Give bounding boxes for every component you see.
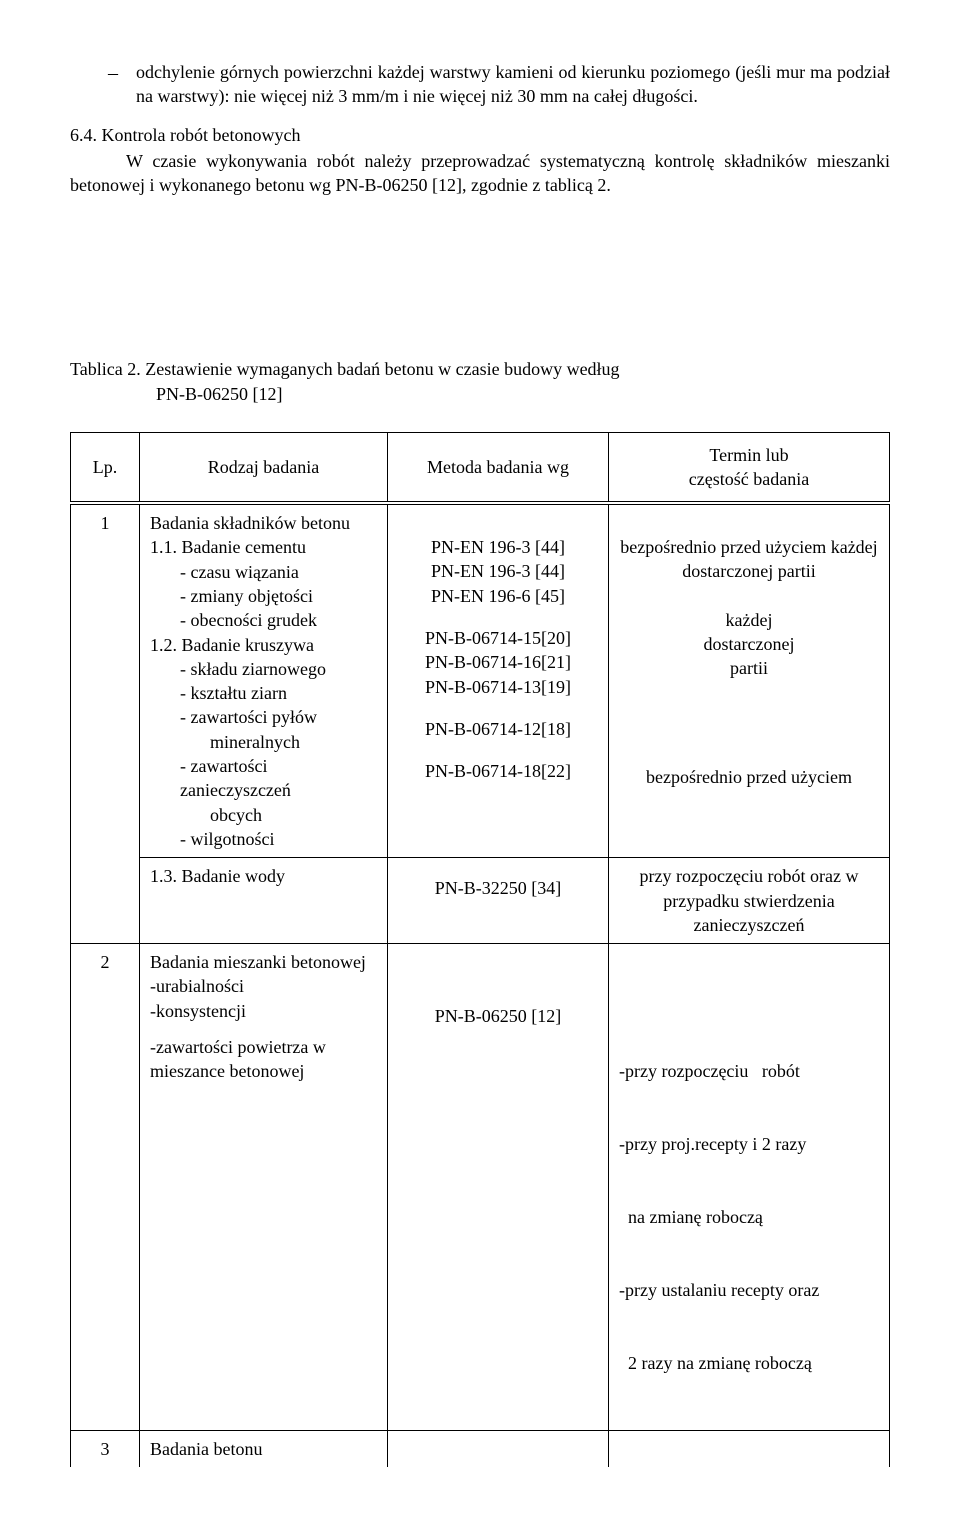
txt: PN-B-06714-18[22] [398,759,598,783]
txt: - zawartości zanieczyszczeń [150,754,377,803]
cell-method-1: PN-EN 196-3 [44] PN-EN 196-3 [44] PN-EN … [388,503,609,858]
table-row: 2 Badania mieszanki betonowej -urabialno… [71,944,890,1431]
section-6-4-heading: 6.4. Kontrola robót betonowych [70,123,890,147]
txt: PN-B-06714-16[21] [398,650,598,674]
txt: - zmiany objętości [150,584,377,608]
txt: -przy proj.recepty i 2 razy [619,1132,879,1156]
txt: -przy rozpoczęciu robót [619,1059,879,1083]
txt: bezpośrednio przed użyciem każdej dostar… [619,535,879,584]
txt: obcych [150,803,377,827]
cell-rodzaj-2: Badania mieszanki betonowej -urabialnośc… [140,944,388,1431]
txt: -zawartości powietrza w [150,1035,377,1059]
txt: - czasu wiązania [150,560,377,584]
txt: PN-B-06250 [12] [435,1006,562,1026]
header-lp: Lp. [71,433,140,504]
cell-lp-2: 2 [71,944,140,1431]
txt: dostarczonej [619,632,879,656]
table-row: 1.3. Badanie wody PN-B-32250 [34] przy r… [71,858,890,944]
cell-lp-3: 3 [71,1430,140,1467]
txt: mineralnych [150,730,377,754]
txt: bezpośrednio przed użyciem [619,765,879,789]
txt: - składu ziarnowego [150,657,377,681]
cell-method-3 [388,1430,609,1467]
cell-rodzaj-1: Badania składników betonu 1.1. Badanie c… [140,503,388,858]
txt: - obecności grudek [150,608,377,632]
cell-term-1b: przy rozpoczęciu robót oraz w przypadku … [609,858,890,944]
section-6-4-body: W czasie wykonywania robót należy przepr… [70,149,890,198]
table-header-row: Lp. Rodzaj badania Metoda badania wg Ter… [71,433,890,504]
txt: 2 razy na zmianę roboczą [619,1351,879,1375]
table-row: 1 Badania składników betonu 1.1. Badanie… [71,503,890,858]
txt: PN-B-06714-13[19] [398,675,598,699]
cell-term-1: bezpośrednio przed użyciem każdej dostar… [609,503,890,858]
header-metoda: Metoda badania wg [388,433,609,504]
txt: Badania składników betonu [150,511,377,535]
cell-method-1b: PN-B-32250 [34] [388,858,609,944]
txt: PN-EN 196-3 [44] [398,535,598,559]
table-caption-line1: Tablica 2. Zestawienie wymaganych badań … [70,359,620,379]
cell-rodzaj-3: Badania betonu [140,1430,388,1467]
txt: Badania mieszanki betonowej [150,950,377,974]
cell-term-3 [609,1430,890,1467]
txt: PN-B-06714-12[18] [398,717,598,741]
intro-bullet: – odchylenie górnych powierzchni każdej … [108,60,890,109]
txt: każdej [619,608,879,632]
table-row: 3 Badania betonu [71,1430,890,1467]
cell-rodzaj-1b: 1.3. Badanie wody [140,858,388,944]
tests-table: Lp. Rodzaj badania Metoda badania wg Ter… [70,432,890,1467]
dash-icon: – [108,60,118,87]
txt: partii [619,656,879,680]
txt: - zawartości pyłów [150,705,377,729]
txt: PN-B-32250 [34] [435,878,562,898]
table-caption-line2: PN-B-06250 [12] [70,384,283,404]
bullet-item: – odchylenie górnych powierzchni każdej … [108,60,890,109]
cell-method-2: PN-B-06250 [12] [388,944,609,1431]
txt: na zmianę roboczą [619,1205,879,1229]
txt: - wilgotności [150,827,377,851]
txt: -konsystencji [150,999,377,1023]
bullet-text: odchylenie górnych powierzchni każdej wa… [136,62,890,106]
txt: 1.2. Badanie kruszywa [150,633,377,657]
txt: -urabialności [150,974,377,998]
header-rodzaj: Rodzaj badania [140,433,388,504]
cell-lp-1b [71,858,140,944]
txt: PN-EN 196-3 [44] [398,559,598,583]
txt: PN-B-06714-15[20] [398,626,598,650]
table-caption: Tablica 2. Zestawienie wymaganych badań … [70,357,890,406]
header-termin: Termin lub częstość badania [609,433,890,504]
txt: PN-EN 196-6 [45] [398,584,598,608]
txt: -przy ustalaniu recepty oraz [619,1278,879,1302]
cell-lp-1: 1 [71,503,140,858]
txt: - kształtu ziarn [150,681,377,705]
txt: 1.1. Badanie cementu [150,535,377,559]
txt: mieszance betonowej [150,1059,377,1083]
cell-term-2: -przy rozpoczęciu robót -przy proj.recep… [609,944,890,1431]
